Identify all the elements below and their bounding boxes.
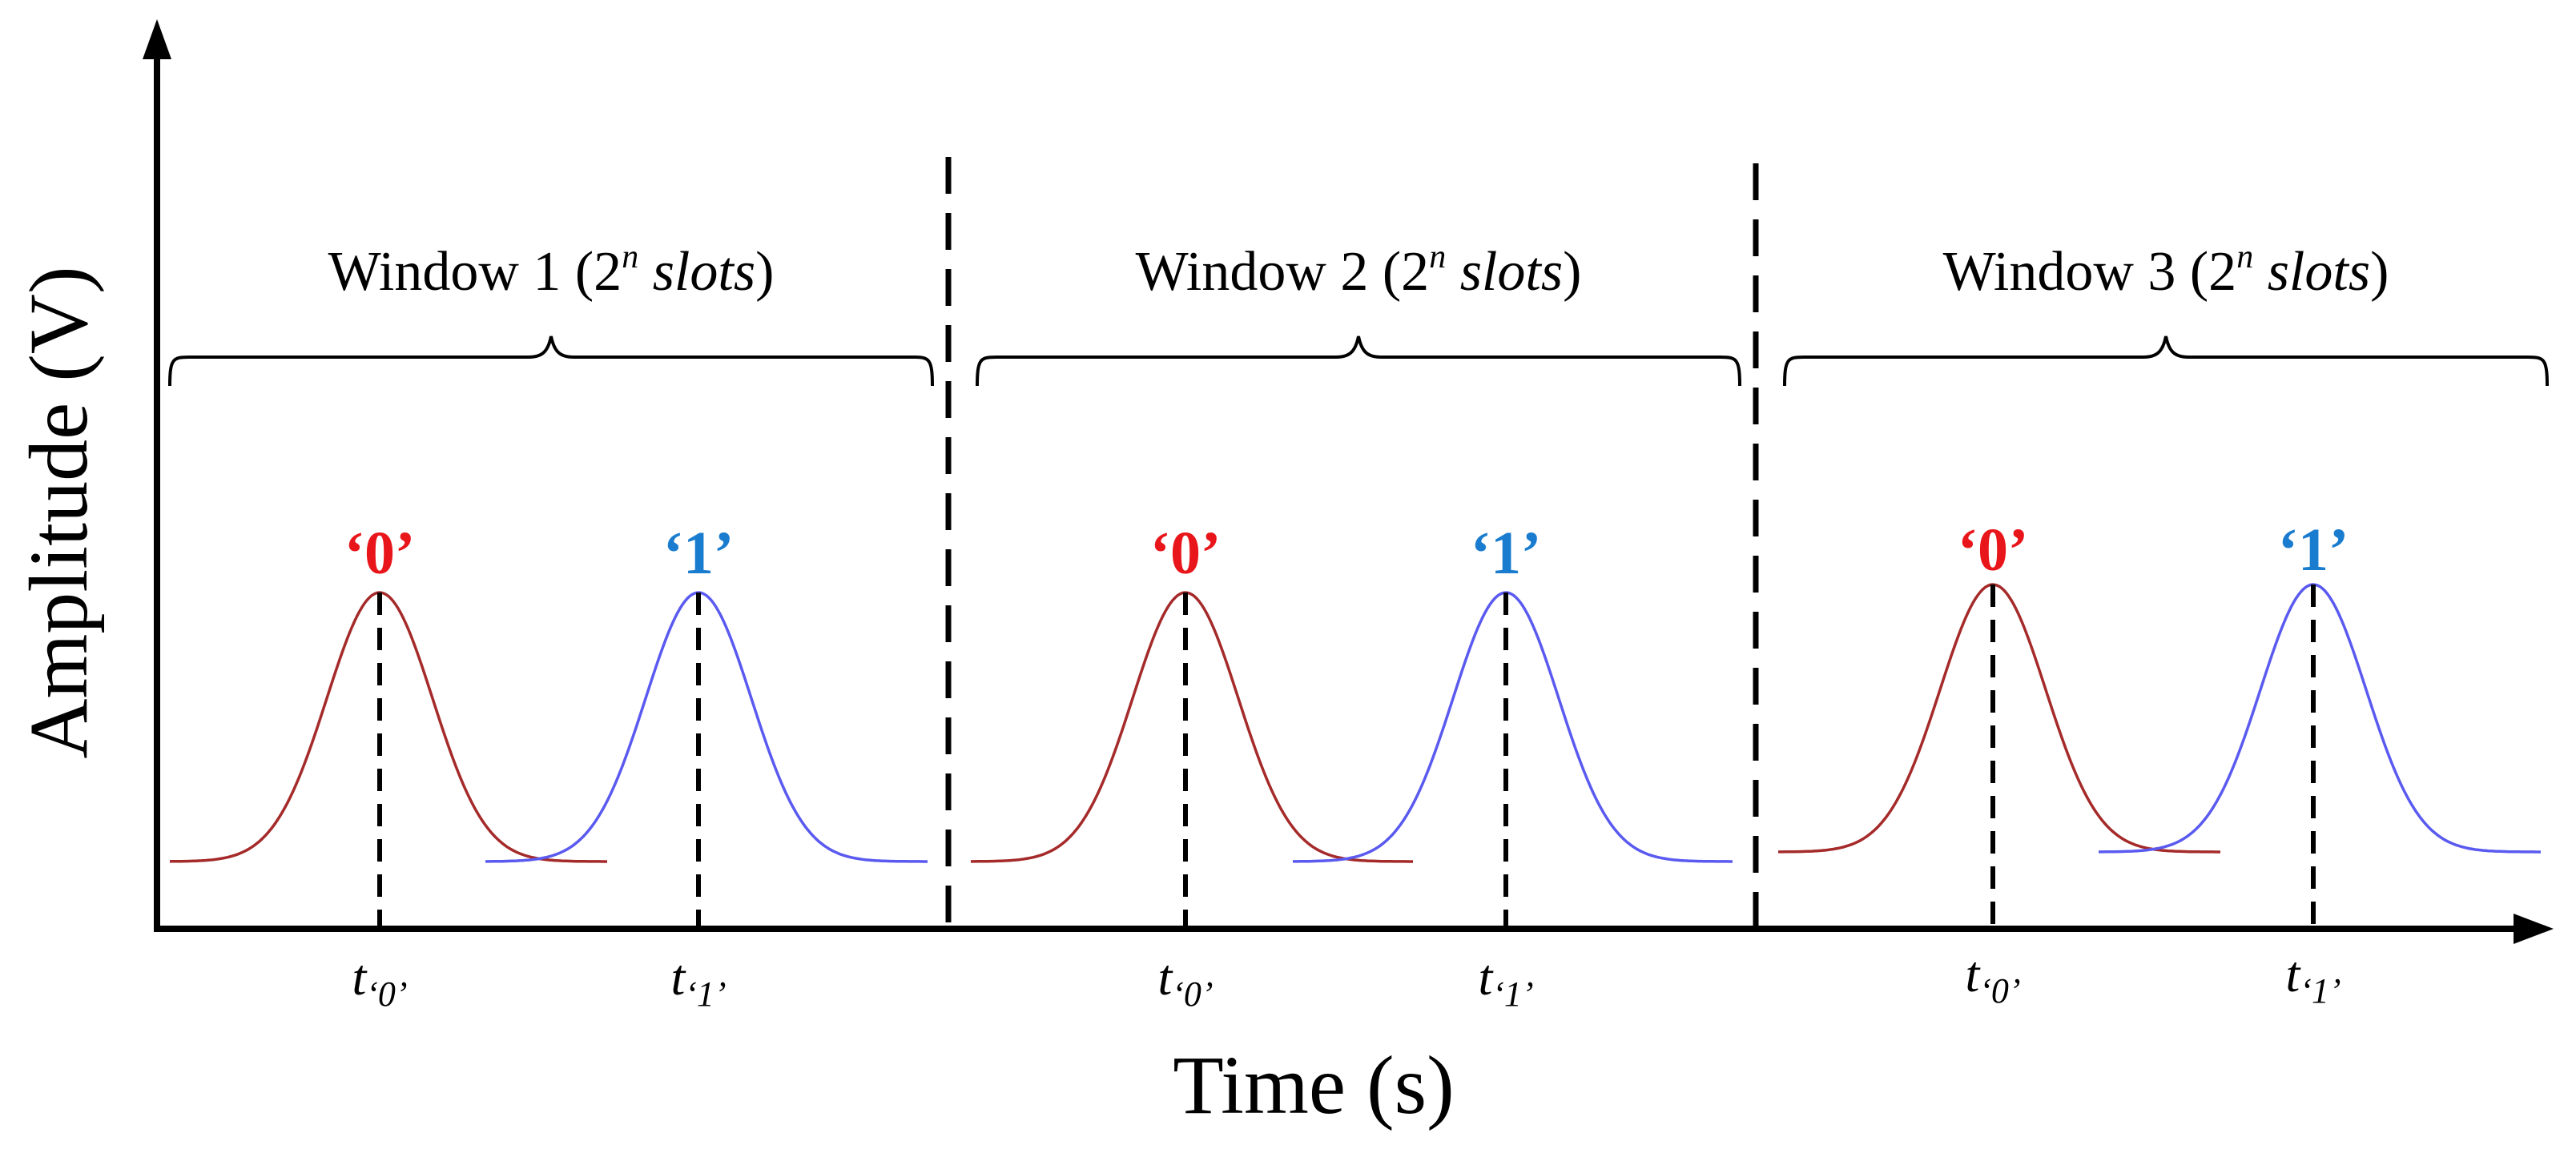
y-axis-arrow-icon [143, 19, 171, 59]
tick-label-t1: t‘1’ [1478, 949, 1533, 1014]
window-title: Window 3 (2n slots) [1943, 239, 2389, 303]
tick-label-t1: t‘1’ [2285, 946, 2341, 1010]
symbol-1-label: ‘1’ [663, 520, 735, 587]
window-brace [976, 335, 1741, 387]
window-3: Window 3 (2n slots) ‘0’ t‘0’ ‘1’ t‘1’ [1778, 239, 2549, 1010]
pulse-1-curve [2099, 583, 2541, 854]
symbol-0-label: ‘0’ [1958, 516, 2029, 584]
x-axis-label: Time (s) [1173, 1039, 1455, 1131]
tick-label-t1: t‘1’ [670, 949, 726, 1014]
symbol-1-label: ‘1’ [1471, 520, 1542, 587]
symbol-0-label: ‘0’ [1150, 520, 1222, 587]
pulse-1-curve [1293, 591, 1733, 863]
tick-label-t0: t‘0’ [1965, 946, 2020, 1010]
pulse-0-curve [169, 591, 607, 863]
window-2: Window 2 (2n slots) ‘0’ t‘0’ ‘1’ t‘1’ [971, 239, 1741, 1014]
window-1: Window 1 (2n slots) ‘0’ t‘0’ ‘1’ t‘1’ [168, 239, 934, 1014]
tick-label-t0: t‘0’ [352, 949, 407, 1014]
window-brace [1783, 335, 2549, 387]
window-title: Window 2 (2n slots) [1136, 239, 1582, 303]
window-title: Window 1 (2n slots) [328, 239, 775, 303]
pulse-1-curve [485, 591, 928, 863]
pulse-0-curve [971, 591, 1413, 863]
y-axis-label: Amplitude (V) [13, 266, 105, 758]
symbol-1-label: ‘1’ [2278, 516, 2349, 584]
pulse-0-curve [1778, 583, 2220, 854]
window-brace [168, 335, 934, 387]
x-axis-arrow-icon [2514, 914, 2554, 944]
symbol-0-label: ‘0’ [344, 520, 416, 587]
tick-label-t0: t‘0’ [1157, 949, 1213, 1014]
